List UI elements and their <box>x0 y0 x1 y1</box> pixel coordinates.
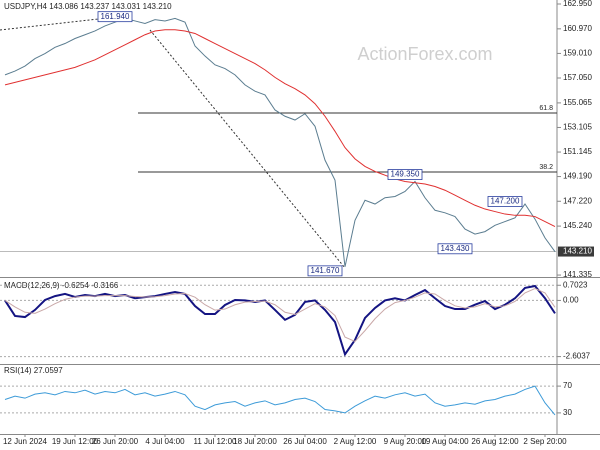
last-price-label: 143.210 <box>563 247 592 256</box>
y-tick-label: 149.190 <box>563 172 592 181</box>
annotation-label: 141.670 <box>311 266 340 275</box>
series-line <box>4 29 556 228</box>
y-tick-label: 159.010 <box>563 49 592 58</box>
y-tick-label: 155.065 <box>563 98 592 107</box>
series-line <box>4 385 556 416</box>
y-tick-label: 162.950 <box>563 0 592 8</box>
annotation-label: 143.430 <box>441 244 470 253</box>
x-tick-label: 19 Aug 04:00 <box>421 437 469 446</box>
y-tick-label: 141.335 <box>563 270 592 279</box>
y-tick-label: 151.145 <box>563 147 592 156</box>
x-tick-label: 2 Aug 12:00 <box>334 437 377 446</box>
y-tick-label: 0.7023 <box>563 280 588 289</box>
y-tick-label: 70 <box>563 381 572 390</box>
annotation-box <box>487 196 523 207</box>
annotation-box <box>97 11 133 23</box>
fib-label: 38.2 <box>539 164 553 171</box>
y-tick-label: 160.970 <box>563 24 592 33</box>
annotation-label: 161.940 <box>101 12 130 21</box>
series-line <box>4 288 556 343</box>
x-tick-label: 11 Jul 12:00 <box>194 437 238 446</box>
annotation-box <box>307 265 343 277</box>
x-tick-label: 26 Aug 12:00 <box>471 437 519 446</box>
y-tick-label: -2.6037 <box>563 352 591 361</box>
x-tick-label: 18 Jul 20:00 <box>233 437 277 446</box>
panel-title: RSI(14) 27.0597 <box>4 366 63 375</box>
x-tick-label: 26 Jun 20:00 <box>92 437 139 446</box>
x-tick-label: 4 Jul 04:00 <box>145 437 185 446</box>
annotation-box <box>387 169 423 180</box>
x-tick-label: 19 Jun 12:00 <box>52 437 99 446</box>
annotation-label: 147.200 <box>491 197 520 206</box>
fib-label: 61.8 <box>539 105 553 112</box>
y-tick-label: 153.105 <box>563 123 592 132</box>
y-tick-label: 30 <box>563 408 572 417</box>
annotation-box <box>437 243 473 255</box>
x-tick-label: 2 Sep 20:00 <box>523 437 567 446</box>
y-tick-label: 157.050 <box>563 73 592 82</box>
x-tick-label: 26 Jul 04:00 <box>283 437 327 446</box>
trend-line <box>149 29 346 269</box>
y-tick-label: 0.00 <box>563 296 579 305</box>
chart-title: USDJPY,H4 143.086 143.237 143.031 143.21… <box>4 2 172 11</box>
watermark: ActionForex.com <box>357 44 492 64</box>
x-tick-label: 12 Jun 2024 <box>3 437 48 446</box>
x-tick-label: 9 Aug 20:00 <box>384 437 427 446</box>
y-tick-label: 147.220 <box>563 196 592 205</box>
y-tick-label: 145.240 <box>563 221 592 230</box>
last-price-box <box>558 246 594 257</box>
series-line <box>4 17 556 267</box>
annotation-label: 149.350 <box>391 170 420 179</box>
